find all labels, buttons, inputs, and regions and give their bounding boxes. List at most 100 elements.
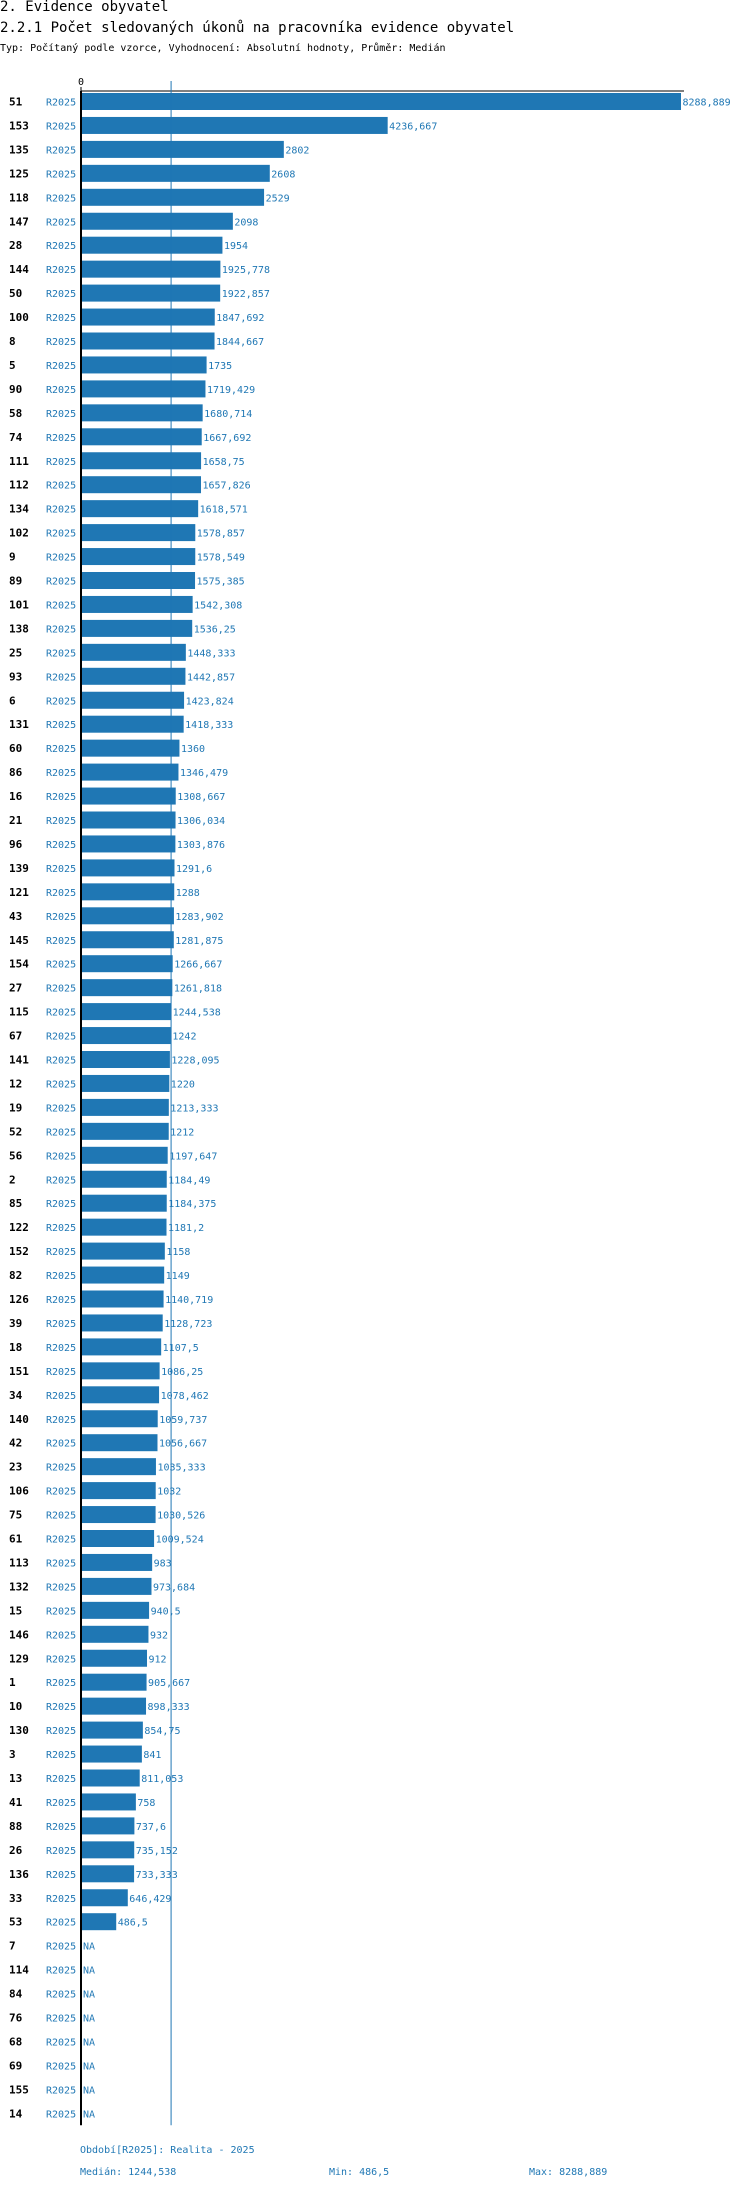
- bar: [81, 1194, 167, 1212]
- period-label: R2025: [46, 840, 76, 851]
- category-label: 16: [9, 790, 23, 803]
- value-label: 1059,737: [159, 1415, 207, 1426]
- bar: [81, 1577, 152, 1595]
- value-label: 1308,667: [177, 792, 225, 803]
- bar: [81, 1601, 150, 1619]
- x-tick-label: 0: [78, 77, 84, 88]
- bar: [81, 979, 173, 997]
- category-label: 132: [9, 1580, 29, 1593]
- category-label: 135: [9, 143, 29, 156]
- period-label: R2025: [46, 1846, 76, 1857]
- category-label: 23: [9, 1461, 22, 1474]
- period-label: R2025: [46, 864, 76, 875]
- value-label: 2802: [285, 145, 309, 156]
- value-label: NA: [83, 2109, 95, 2120]
- period-label: R2025: [46, 481, 76, 492]
- period-label: R2025: [46, 1056, 76, 1067]
- category-label: 5: [9, 359, 16, 372]
- category-label: 68: [9, 2035, 22, 2048]
- bar: [81, 1314, 163, 1332]
- period-label: R2025: [46, 1558, 76, 1569]
- category-label: 136: [9, 1868, 29, 1881]
- bar: [81, 859, 175, 877]
- category-label: 33: [9, 1892, 22, 1905]
- period-label: R2025: [46, 720, 76, 731]
- value-label: 1288: [176, 888, 200, 899]
- period-label: R2025: [46, 1127, 76, 1138]
- category-label: 10: [9, 1700, 22, 1713]
- bar: [81, 1721, 143, 1739]
- bar: [81, 548, 196, 566]
- period-label: R2025: [46, 385, 76, 396]
- period-label: R2025: [46, 1008, 76, 1019]
- category-label: 84: [9, 1988, 23, 2001]
- period-label: R2025: [46, 217, 76, 228]
- category-label: 129: [9, 1652, 29, 1665]
- value-label: 1719,429: [207, 385, 255, 396]
- value-label: 2098: [234, 217, 258, 228]
- bar: [81, 524, 196, 542]
- bar: [81, 643, 186, 661]
- value-label: 1128,723: [164, 1319, 212, 1330]
- value-label: 1418,333: [185, 720, 233, 731]
- bar: [81, 332, 215, 350]
- category-label: 56: [9, 1149, 23, 1162]
- category-label: 51: [9, 96, 23, 109]
- category-label: 58: [9, 407, 22, 420]
- period-label: R2025: [46, 337, 76, 348]
- category-label: 53: [9, 1916, 22, 1929]
- category-label: 115: [9, 1006, 29, 1019]
- value-label: 1107,5: [163, 1343, 199, 1354]
- period-label: R2025: [46, 241, 76, 252]
- value-label: 983: [154, 1558, 172, 1569]
- chart-title: 2.2.1 Počet sledovaných úkonů na pracovn…: [0, 20, 515, 36]
- value-label: 1680,714: [204, 409, 252, 420]
- period-label: R2025: [46, 936, 76, 947]
- category-label: 138: [9, 622, 29, 635]
- category-label: 101: [9, 598, 29, 611]
- period-label: R2025: [46, 289, 76, 300]
- period-label: R2025: [46, 1367, 76, 1378]
- category-label: 100: [9, 311, 29, 324]
- bar: [81, 1362, 160, 1380]
- category-label: 131: [9, 718, 29, 731]
- footer-period: Období[R2025]: Realita - 2025: [80, 2145, 255, 2156]
- bar: [81, 1649, 148, 1667]
- bar: [81, 1817, 135, 1835]
- category-label: 6: [9, 694, 16, 707]
- category-label: 1: [9, 1676, 16, 1689]
- period-label: R2025: [46, 2037, 76, 2048]
- period-label: R2025: [46, 1319, 76, 1330]
- bar: [81, 1146, 168, 1164]
- value-label: 1184,375: [168, 1199, 216, 1210]
- category-label: 8: [9, 335, 16, 348]
- value-label: NA: [83, 2037, 95, 2048]
- bar: [81, 236, 223, 254]
- bar: [81, 691, 185, 709]
- value-label: 1228,095: [171, 1056, 219, 1067]
- period-label: R2025: [46, 1582, 76, 1593]
- category-label: 60: [9, 742, 22, 755]
- category-label: 114: [9, 1964, 29, 1977]
- bar: [81, 380, 206, 398]
- period-label: R2025: [46, 1606, 76, 1617]
- category-label: 152: [9, 1245, 29, 1258]
- bar: [81, 1506, 156, 1524]
- value-label: 1212: [170, 1127, 194, 1138]
- value-label: 1266,667: [174, 960, 222, 971]
- period-label: R2025: [46, 1032, 76, 1043]
- bar: [81, 1410, 158, 1428]
- value-label: 8288,889: [683, 98, 731, 109]
- bar: [81, 572, 196, 589]
- bar: [81, 1074, 170, 1092]
- category-label: 118: [9, 191, 29, 204]
- category-label: 111: [9, 455, 29, 468]
- value-label: 1283,902: [175, 912, 223, 923]
- value-label: 1149: [166, 1271, 190, 1282]
- category-label: 96: [9, 838, 23, 851]
- category-label: 3: [9, 1748, 16, 1761]
- category-label: 130: [9, 1724, 29, 1737]
- period-label: R2025: [46, 1654, 76, 1665]
- bar: [81, 1625, 149, 1643]
- value-label: 1291,6: [176, 864, 212, 875]
